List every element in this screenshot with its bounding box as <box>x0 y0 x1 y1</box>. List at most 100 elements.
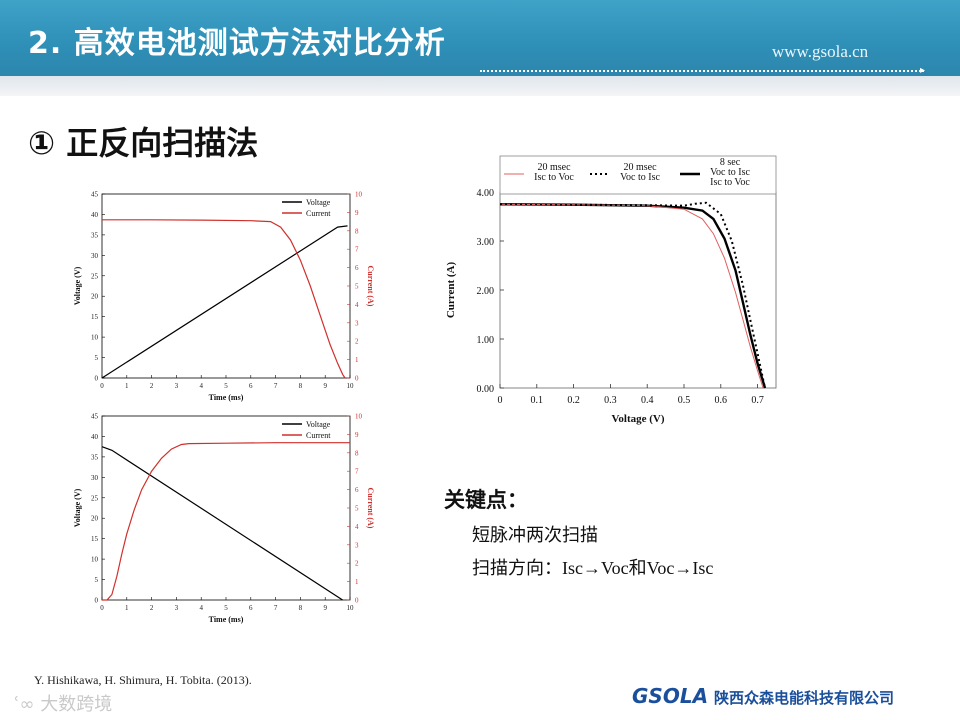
x-tick-label: 8 <box>299 382 303 390</box>
y2-tick-label: 2 <box>355 560 359 568</box>
y2-tick-label: 4 <box>355 523 359 531</box>
series-line-voltage <box>101 446 343 601</box>
legend-label: Current <box>306 431 331 440</box>
series-line-current <box>102 219 346 379</box>
y-tick-label: 25 <box>91 494 99 502</box>
y-tick-label: 20 <box>91 515 99 523</box>
x-tick-label: 0.4 <box>641 395 654 406</box>
y2-tick-label: 10 <box>355 413 363 421</box>
y-tick-label: 40 <box>91 211 99 219</box>
y-tick-label: 3.00 <box>477 237 495 248</box>
dotted-divider <box>480 70 924 72</box>
page-title: 2. 高效电池测试方法对比分析 <box>28 26 446 61</box>
y2-tick-label: 1 <box>355 578 359 586</box>
y2-tick-label: 0 <box>355 375 359 383</box>
legend-label: Current <box>306 209 331 218</box>
watermark-text: 大数跨境 <box>40 694 113 715</box>
y2-tick-label: 1 <box>355 356 359 364</box>
x-tick-label: 6 <box>249 382 253 390</box>
y2-tick-label: 9 <box>355 209 359 217</box>
y-tick-label: 4.00 <box>477 188 495 199</box>
y2-tick-label: 7 <box>355 246 359 254</box>
y-tick-label: 30 <box>91 252 99 260</box>
series-line-voltage <box>101 225 348 379</box>
legend-label-2: Isc to Voc <box>710 177 750 188</box>
x-tick-label: 9 <box>323 382 327 390</box>
x-tick-label: 5 <box>224 382 228 390</box>
legend-label: Voltage <box>306 420 331 429</box>
y2-tick-label: 3 <box>355 319 359 327</box>
key-point-2-label: 扫描方向： <box>472 558 562 579</box>
key-point-2-direction-a: Isc→Voc <box>562 558 629 578</box>
watermark: ʿ∞ 大数跨境 <box>14 690 112 716</box>
x-tick-label: 2 <box>150 382 154 390</box>
y-tick-label: 5 <box>95 576 99 584</box>
y2-tick-label: 5 <box>355 283 359 291</box>
x-tick-label: 0.3 <box>604 395 617 406</box>
y-tick-label: 10 <box>91 556 99 564</box>
x-tick-label: 0 <box>100 382 104 390</box>
x-tick-label: 3 <box>175 604 179 612</box>
y-tick-label: 2.00 <box>477 286 495 297</box>
y2-axis-label: Current (A) <box>366 266 375 307</box>
x-axis-label: Voltage (V) <box>611 413 664 425</box>
y-tick-label: 0.00 <box>477 384 495 395</box>
x-tick-label: 3 <box>175 382 179 390</box>
y2-tick-label: 8 <box>355 227 359 235</box>
header-band <box>0 0 960 76</box>
x-tick-label: 1 <box>125 382 129 390</box>
y-axis-label: Voltage (V) <box>73 488 82 527</box>
y-tick-label: 5 <box>95 354 99 362</box>
series-line-2 <box>499 203 767 389</box>
chart-forward-scan: 0 1 2 3 4 5 6 7 8 9 100510152025303540450123456789… <box>73 191 375 403</box>
y2-tick-label: 7 <box>355 468 359 476</box>
x-tick-label: 0 <box>100 604 104 612</box>
x-tick-label: 8 <box>299 604 303 612</box>
y-axis-label: Voltage (V) <box>73 266 82 305</box>
y-tick-label: 45 <box>91 413 99 421</box>
x-tick-label: 10 <box>347 382 355 390</box>
legend-box <box>499 155 777 195</box>
y-tick-label: 20 <box>91 293 99 301</box>
x-tick-label: 1 <box>125 604 129 612</box>
key-points-title: 关键点： <box>444 488 528 512</box>
y2-tick-label: 10 <box>355 191 363 199</box>
x-tick-label: 0.5 <box>678 395 691 406</box>
arrow-icon: ▸ <box>920 65 926 76</box>
section-title: ① 正反向扫描法 <box>28 124 259 162</box>
x-tick-label: 0 <box>498 395 503 406</box>
y-tick-label: 25 <box>91 272 99 280</box>
header-shadow <box>0 76 960 96</box>
y2-tick-label: 6 <box>355 486 359 494</box>
x-tick-label: 6 <box>249 604 253 612</box>
legend-label-0: 20 msec <box>537 162 571 173</box>
y-tick-label: 10 <box>91 334 99 342</box>
y-tick-label: 35 <box>91 453 99 461</box>
x-tick-label: 4 <box>199 382 203 390</box>
x-tick-label: 9 <box>323 604 327 612</box>
x-tick-label: 0.6 <box>715 395 728 406</box>
y2-tick-label: 2 <box>355 338 359 346</box>
y-axis-label: Current (A) <box>445 262 457 319</box>
y-tick-label: 0 <box>95 375 99 383</box>
y-tick-label: 35 <box>91 231 99 239</box>
y2-tick-label: 3 <box>355 541 359 549</box>
y2-tick-label: 5 <box>355 505 359 513</box>
legend-label-1: Voc to Isc <box>620 172 660 183</box>
key-point-2-conjunction: 和 <box>628 558 647 579</box>
y2-tick-label: 4 <box>355 301 359 309</box>
site-url[interactable]: www.gsola.cn <box>772 42 869 61</box>
company-logo: GSOLA 陕西众森电能科技有限公司 <box>632 684 894 708</box>
series-line-0 <box>499 203 764 389</box>
y-tick-label: 1.00 <box>477 335 495 346</box>
chart-reverse-scan: 0 1 2 3 4 5 6 7 8 9 100510152025303540450123456789… <box>73 413 375 625</box>
x-tick-label: 5 <box>224 604 228 612</box>
chart-iv-curves: 0 0.1 0.2 0.3 0.4 0.5 0.6 0.7 0.00 1.00 2.00 3.00 4.… <box>445 155 777 425</box>
legend-label-2: 8 sec <box>720 157 741 168</box>
y-tick-label: 40 <box>91 433 99 441</box>
legend-label-0: Isc to Voc <box>534 172 574 183</box>
y2-tick-label: 9 <box>355 431 359 439</box>
x-tick-label: 7 <box>274 604 278 612</box>
x-tick-label: 2 <box>150 604 154 612</box>
x-tick-label: 0.2 <box>567 395 580 406</box>
